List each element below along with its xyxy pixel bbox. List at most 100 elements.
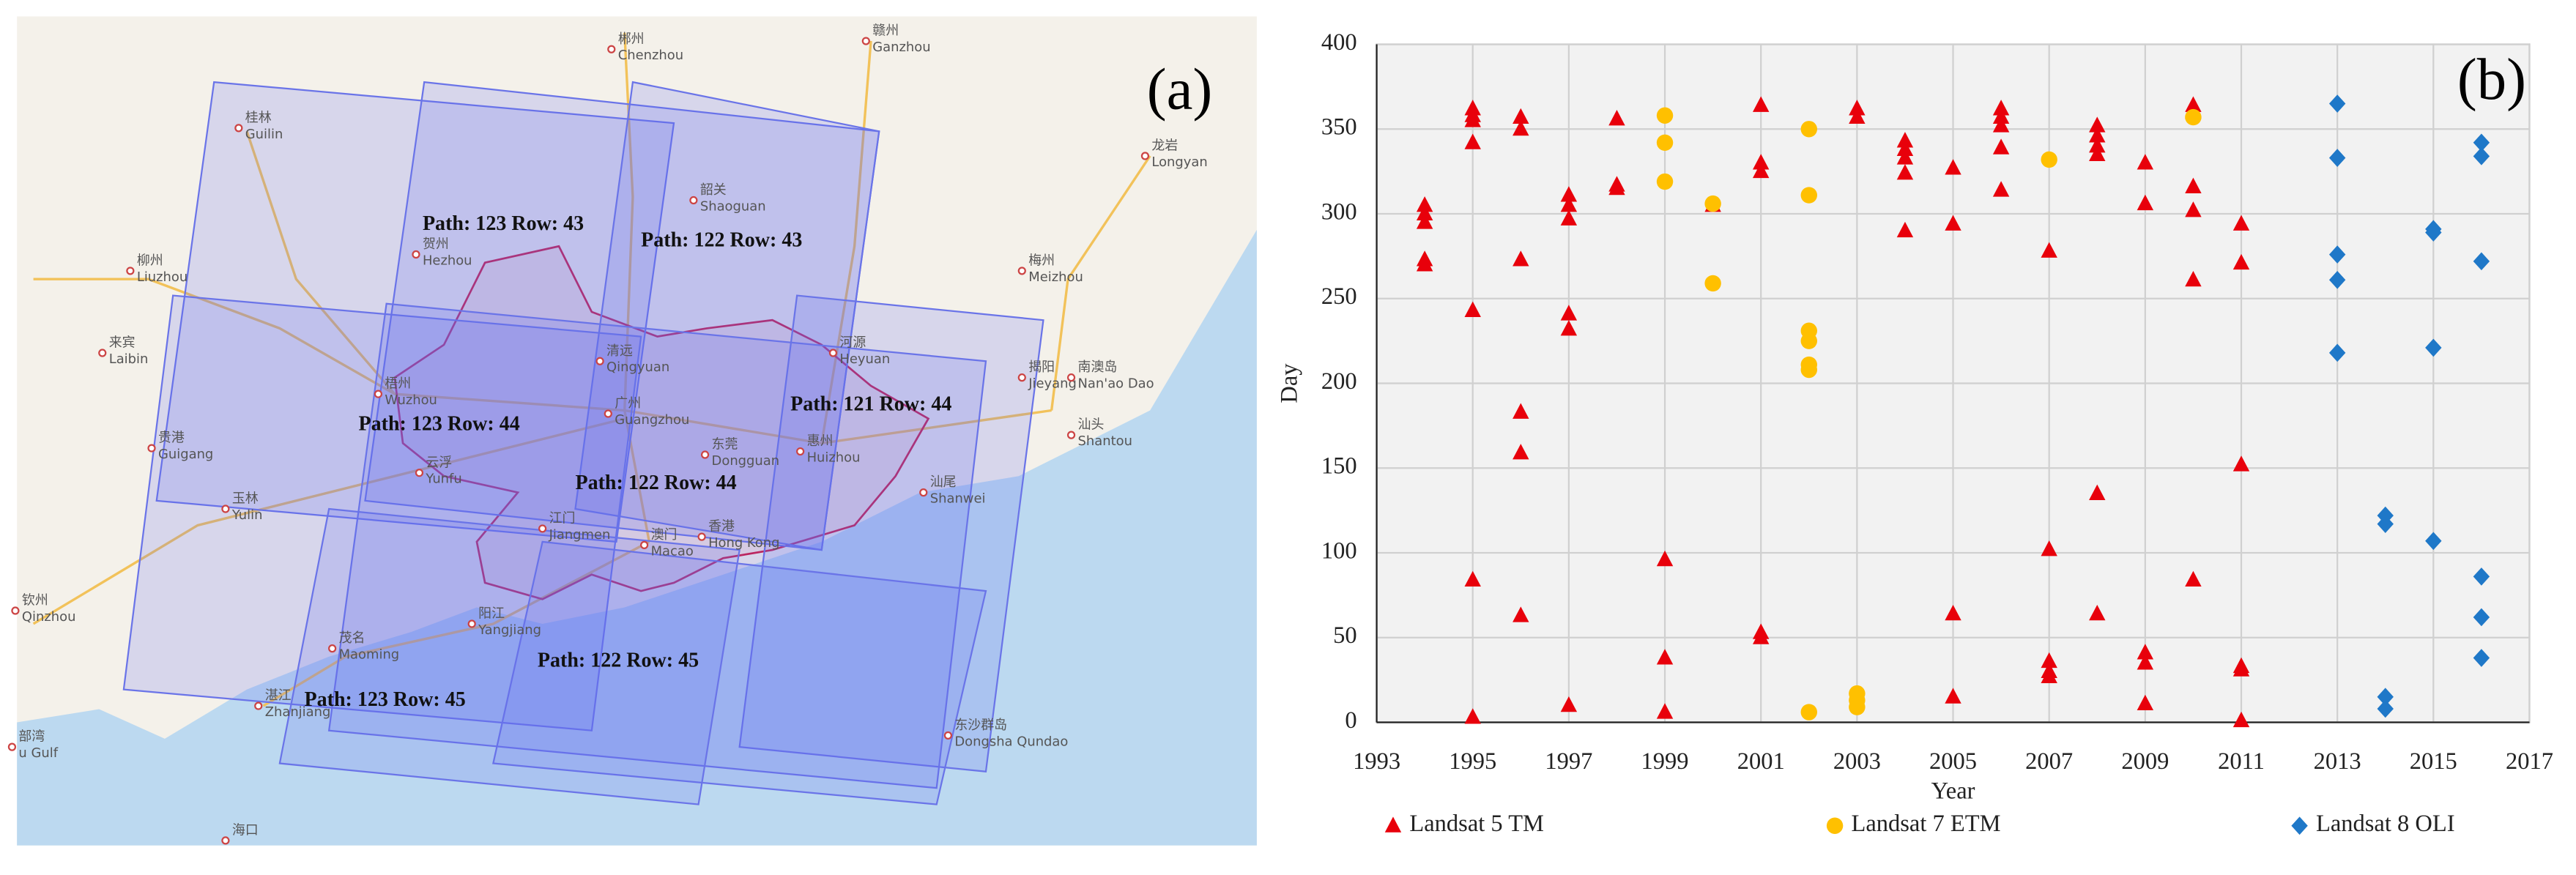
y-tick-label: 300 [1321, 198, 1357, 225]
place-name: Yulin [231, 507, 263, 523]
marker [1849, 699, 1866, 715]
marker [1752, 628, 1770, 644]
place-dot [1017, 267, 1026, 275]
marker [2041, 540, 2057, 556]
marker [2089, 484, 2106, 500]
marker [2232, 253, 2250, 270]
marker [1752, 162, 1770, 179]
place-dot [374, 390, 383, 398]
place-name: 赣州 [872, 23, 899, 39]
place-name: 汕尾 [930, 474, 957, 490]
marker [1800, 704, 1817, 721]
place-dot [415, 469, 424, 477]
place-name: Jieyang [1028, 376, 1077, 392]
scene-label: Path: 121 Row: 44 [790, 393, 951, 416]
place-name: 香港 [708, 519, 735, 535]
marker [2328, 245, 2346, 264]
x-tick-label: 2013 [2314, 748, 2361, 775]
marker [1560, 196, 1578, 212]
x-tick-label: 1995 [1449, 748, 1496, 775]
place-name: Guilin [245, 127, 283, 142]
place-dot [467, 619, 476, 628]
legend-label: Landsat 8 OLI [2316, 811, 2455, 837]
marker [2089, 116, 2106, 133]
marker [2137, 194, 2154, 211]
marker [2473, 567, 2490, 586]
marker [1656, 649, 1674, 665]
marker [2328, 149, 2346, 167]
place-name: Heyuan [839, 351, 890, 367]
place-name: 澳门 [651, 527, 678, 543]
place-dot [943, 731, 953, 740]
legend-label: Landsat 5 TM [1409, 811, 1544, 837]
marker [1560, 305, 1578, 321]
place-name: 云浮 [426, 455, 452, 470]
place-name: Liuzhou [137, 269, 188, 285]
place-dot [919, 488, 928, 497]
place-name: Qinzhou [22, 609, 76, 625]
place-dot [689, 196, 698, 205]
place-dot [604, 409, 612, 418]
marker [2089, 127, 2106, 143]
place-dot [1066, 431, 1076, 439]
place-name: 柳州 [137, 253, 163, 268]
place-name: 广州 [615, 396, 641, 412]
place-name: 郴州 [618, 31, 645, 47]
legend-marker [1384, 816, 1402, 833]
marker [1992, 108, 2010, 124]
marker [1416, 256, 1433, 272]
marker [1560, 696, 1578, 712]
marker [1752, 154, 1770, 170]
place-dot [126, 267, 135, 275]
place-name: Laibin [109, 351, 149, 367]
place-name: 揭阳 [1028, 360, 1055, 375]
marker [2185, 177, 2202, 193]
marker [1512, 444, 1529, 460]
place-name: Guigang [158, 447, 213, 462]
marker [2089, 605, 2106, 621]
y-tick-label: 200 [1321, 368, 1357, 395]
place-name: 江门 [549, 510, 576, 526]
legend-marker [1826, 817, 1844, 834]
marker [2473, 133, 2490, 152]
marker [2232, 455, 2250, 472]
place-dot [1017, 373, 1026, 382]
marker [1992, 100, 2010, 116]
place-name: Hong Kong [708, 535, 779, 551]
place-name: Dongsha Qundao [954, 734, 1068, 749]
marker [2232, 711, 2250, 728]
marker [2473, 649, 2490, 667]
place-name: 南澳岛 [1078, 360, 1118, 375]
marker [1800, 332, 1817, 349]
marker [2137, 154, 2154, 170]
marker [1512, 606, 1529, 622]
place-dot [697, 532, 706, 541]
marker [1800, 187, 1817, 204]
marker [2041, 242, 2057, 258]
scene-label: Path: 123 Row: 44 [359, 412, 520, 435]
marker [1945, 215, 1961, 231]
marker [1800, 121, 1817, 138]
marker [2425, 338, 2442, 357]
marker [1608, 110, 1625, 126]
marker [1416, 213, 1433, 229]
marker [2185, 108, 2202, 126]
marker [1464, 570, 1481, 587]
marker [1800, 361, 1817, 379]
place-name: Jiangmen [549, 527, 611, 543]
place-dot [796, 447, 805, 456]
place-dot [1140, 152, 1150, 160]
marker [1608, 179, 1625, 196]
marker [2089, 137, 2106, 153]
place-name: u Gulf [18, 745, 58, 761]
marker [1656, 703, 1674, 719]
place-dot [828, 349, 838, 357]
marker [1656, 173, 1674, 190]
place-dot [7, 742, 17, 751]
marker [1656, 107, 1674, 124]
place-name: 梧州 [385, 376, 411, 392]
x-tick-label: 2015 [2410, 748, 2457, 775]
place-name: Macao [651, 543, 694, 559]
place-name: 阳江 [478, 606, 505, 622]
place-name: 来宾 [109, 335, 136, 351]
